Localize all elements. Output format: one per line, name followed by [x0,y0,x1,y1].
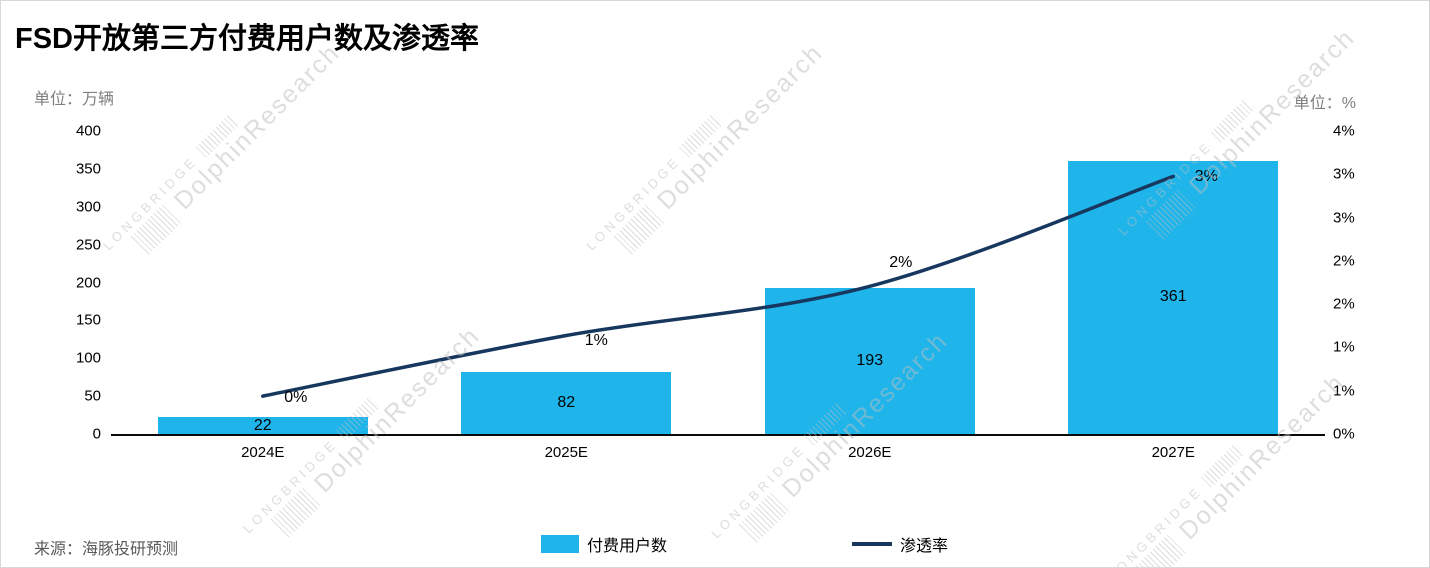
left-axis-tick: 0 [92,425,101,443]
right-axis-tick: 1% [1333,382,1355,400]
penetration-rate-line [261,174,1176,398]
left-axis-tick: 350 [75,160,101,178]
left-axis-labels: 400 350 300 250 200 150 100 50 0 [41,123,101,443]
legend-label: 渗透率 [900,538,949,555]
right-axis-tick: 2% [1333,295,1355,313]
x-axis-labels: 2024E 2025E 2026E 2027E [111,444,1325,466]
bar-2024E [157,417,368,434]
left-axis-tick: 150 [75,311,101,329]
legend-item-bar: 付费用户数 [541,532,667,556]
source-note: 来源：海豚投研预测 [34,541,179,558]
right-axis-unit: 单位：% [1293,95,1356,112]
bar-value-label: 361 [1159,288,1187,306]
watermark-stripes [270,484,323,538]
legend-line-swatch [852,542,893,546]
left-axis-tick: 100 [75,349,101,367]
x-axis-tick-2025E: 2025E [544,444,588,461]
line-value-label: 3% [1194,168,1218,186]
right-axis-tick: 3% [1333,165,1355,183]
legend-bar-swatch [541,535,579,553]
bar-value-label: 22 [253,416,272,434]
line-value-label: 1% [584,331,608,349]
bar-value-label: 82 [557,393,576,411]
legend-label: 付费用户数 [587,538,668,555]
x-axis-tick-2027E: 2027E [1151,444,1195,461]
line-value-label: 0% [284,389,308,407]
right-axis-tick: 2% [1333,252,1355,270]
left-axis-tick: 50 [84,387,101,405]
left-axis-tick: 250 [75,236,101,254]
plot-area: 22 82 193 361 0% 1% 2% 3% [111,131,1325,436]
left-axis-tick: 300 [75,198,101,216]
x-axis-tick-2024E: 2024E [241,444,285,461]
right-axis-tick: 1% [1333,338,1355,356]
bar-value-label: 193 [856,351,884,369]
right-axis-tick: 4% [1333,122,1355,140]
watermark-stripes [1135,531,1188,567]
legend-item-line: 渗透率 [852,532,948,556]
line-value-label: 2% [889,254,913,272]
left-axis-tick: 400 [75,122,101,140]
left-axis-tick: 200 [75,274,101,291]
bar-2026E [764,287,975,434]
right-axis-tick: 0% [1333,425,1355,443]
right-axis-tick: 3% [1333,209,1355,227]
right-axis-labels: 4% 3% 3% 2% 2% 1% 1% 0% [1333,123,1393,443]
x-axis-tick-2026E: 2026E [848,444,892,461]
left-axis-unit: 单位：万辆 [34,91,115,108]
chart-title: FSD开放第三方付费用户数及渗透率 [15,23,480,55]
legend: 付费用户数 渗透率 [541,532,948,556]
bar-2025E [461,371,672,434]
